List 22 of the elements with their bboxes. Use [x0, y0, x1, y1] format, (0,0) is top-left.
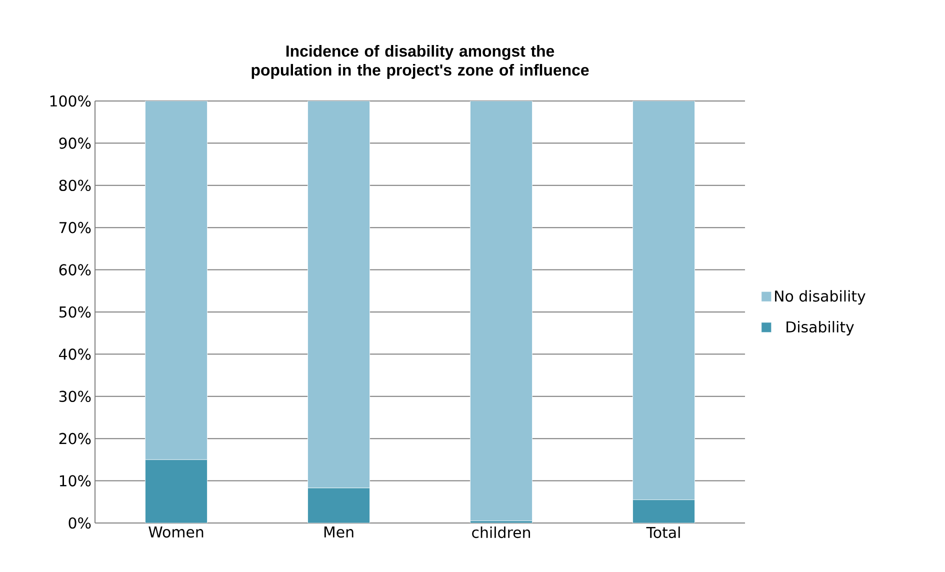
- y-tick-label: 10%: [60, 475, 91, 486]
- bar: [632, 100, 695, 500]
- y-tick-label: 60%: [59, 264, 91, 276]
- legend-label: No disability: [775, 290, 866, 305]
- y-tick-label: 70%: [59, 222, 91, 234]
- y-tick-label: 50%: [59, 306, 91, 318]
- x-tick-label: Women: [148, 526, 204, 538]
- legend-label: Disability: [786, 320, 854, 336]
- y-tick-label: 40%: [59, 348, 91, 360]
- y-tick-label: 90%: [59, 138, 91, 149]
- y-tick-label: 20%: [59, 432, 91, 444]
- chart-title: Incidence of disability amongst the population in the project's zone of influence: [252, 45, 589, 79]
- bar: [308, 100, 370, 488]
- x-tick-label: Men: [324, 526, 354, 538]
- x-tick-label: Total: [646, 526, 680, 538]
- y-tick-label: 0%: [68, 517, 91, 529]
- bar: [470, 100, 532, 522]
- y-tick-label: 100%: [50, 95, 91, 107]
- x-tick-label: children: [472, 526, 530, 538]
- y-tick-label: 80%: [59, 180, 91, 192]
- bar: [145, 100, 208, 460]
- y-tick-label: 30%: [59, 390, 91, 402]
